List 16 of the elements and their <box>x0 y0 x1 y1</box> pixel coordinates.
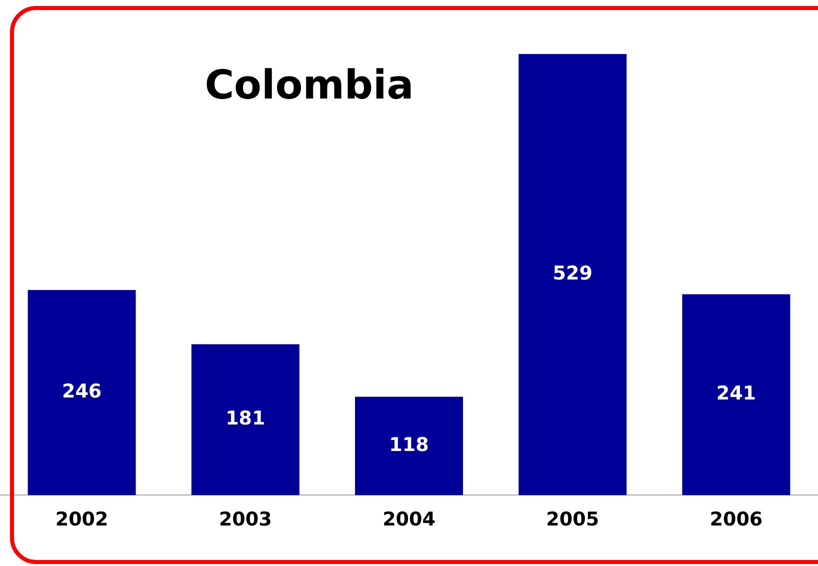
data-label: 241 <box>716 382 756 405</box>
bar <box>682 294 790 496</box>
bar <box>518 54 627 496</box>
bar <box>355 396 463 496</box>
data-label: 181 <box>226 408 266 430</box>
bar <box>28 290 136 496</box>
x-tick-label: 2006 <box>710 508 763 531</box>
x-tick-label: 2002 <box>55 508 108 531</box>
data-label: 246 <box>62 380 102 403</box>
x-tick-label: 2004 <box>382 508 436 531</box>
bar <box>191 344 300 496</box>
data-label: 529 <box>552 262 592 285</box>
x-tick-label: 2003 <box>218 508 272 531</box>
x-tick-label: 2005 <box>546 508 600 531</box>
chart-title: Colombia <box>204 62 414 108</box>
data-label: 118 <box>389 434 429 456</box>
